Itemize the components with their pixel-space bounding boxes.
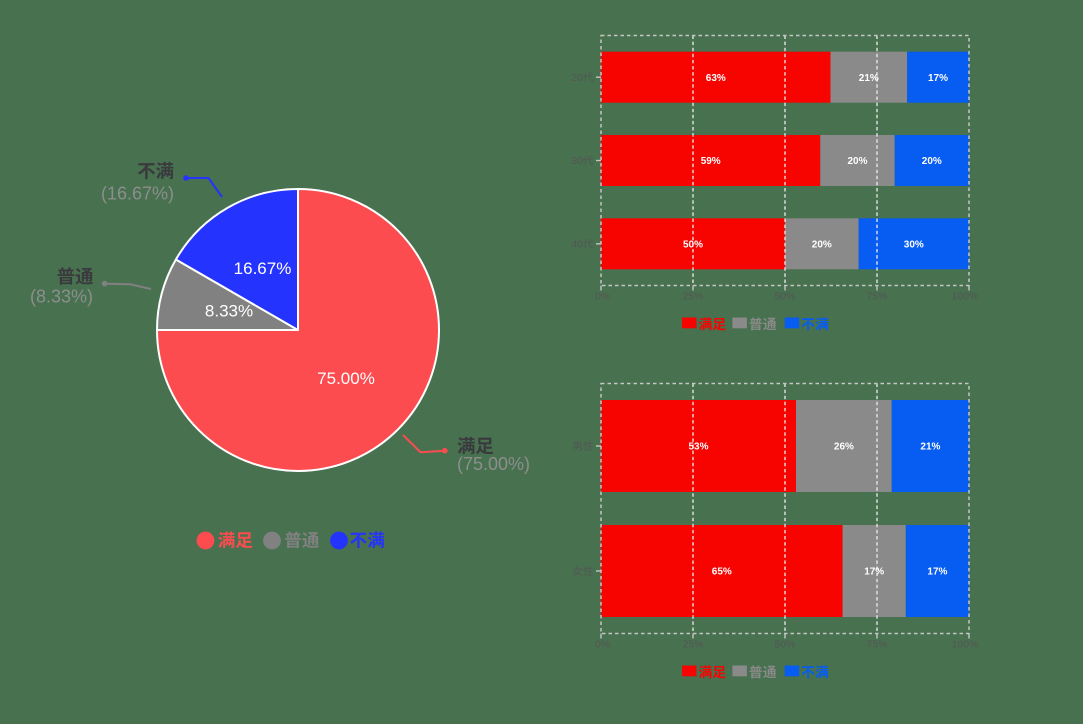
svg-text:65%: 65% bbox=[712, 567, 732, 578]
svg-text:17%: 17% bbox=[928, 73, 948, 84]
svg-text:59%: 59% bbox=[701, 156, 721, 167]
svg-text:20%: 20% bbox=[847, 156, 867, 167]
svg-text:63%: 63% bbox=[706, 73, 726, 84]
svg-text:75%: 75% bbox=[866, 639, 887, 651]
svg-text:100%: 100% bbox=[952, 639, 979, 651]
svg-text:25%: 25% bbox=[682, 639, 703, 651]
svg-text:(16.67%): (16.67%) bbox=[101, 184, 174, 204]
svg-text:21%: 21% bbox=[920, 442, 940, 453]
svg-text:17%: 17% bbox=[864, 567, 884, 578]
svg-text:26%: 26% bbox=[834, 442, 854, 453]
svg-text:40: 40 bbox=[571, 238, 583, 250]
svg-text:20%: 20% bbox=[922, 156, 942, 167]
svg-text:16.67%: 16.67% bbox=[234, 259, 292, 278]
svg-text:(8.33%): (8.33%) bbox=[30, 287, 93, 307]
svg-text:30%: 30% bbox=[904, 239, 924, 250]
svg-text:25%: 25% bbox=[682, 291, 703, 303]
svg-text:0%: 0% bbox=[595, 639, 610, 651]
svg-text:53%: 53% bbox=[688, 442, 708, 453]
svg-text:75%: 75% bbox=[866, 291, 887, 303]
svg-text:50%: 50% bbox=[774, 639, 795, 651]
svg-text:100%: 100% bbox=[952, 291, 979, 303]
svg-text:0%: 0% bbox=[595, 291, 610, 303]
svg-text:(75.00%): (75.00%) bbox=[457, 454, 530, 474]
svg-text:30: 30 bbox=[571, 155, 583, 167]
svg-text:20%: 20% bbox=[812, 239, 832, 250]
svg-text:21%: 21% bbox=[859, 73, 879, 84]
svg-text:17%: 17% bbox=[927, 567, 947, 578]
svg-text:8.33%: 8.33% bbox=[205, 302, 253, 321]
svg-text:50%: 50% bbox=[774, 291, 795, 303]
svg-text:20: 20 bbox=[571, 72, 583, 84]
svg-text:75.00%: 75.00% bbox=[317, 369, 375, 388]
